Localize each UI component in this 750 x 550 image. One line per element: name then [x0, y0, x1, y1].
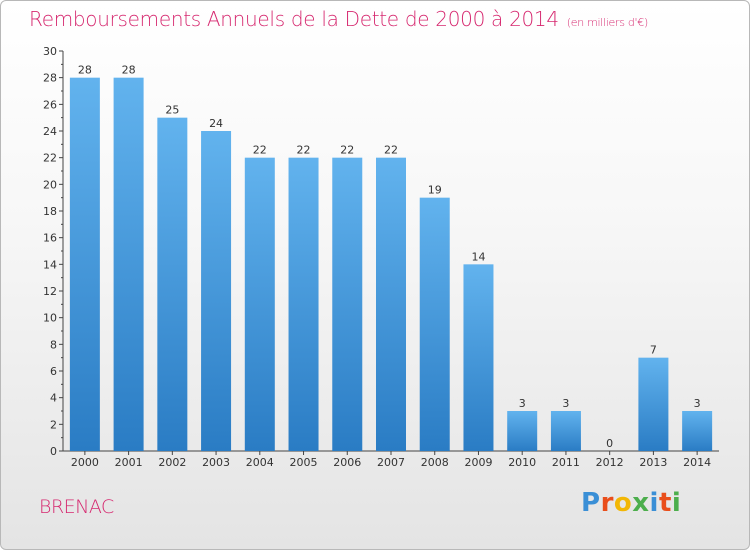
y-tick-label: 28 — [43, 72, 57, 85]
y-tick-label: 12 — [43, 285, 57, 298]
bar-2005 — [288, 157, 319, 451]
y-tick-label: 0 — [50, 445, 57, 458]
y-tick-label: 18 — [43, 205, 57, 218]
logo-letter: o — [613, 488, 633, 518]
data-label-2002: 25 — [165, 104, 179, 117]
x-tick-label: 2002 — [158, 456, 186, 469]
x-tick-label: 2014 — [683, 456, 711, 469]
proxiti-logo: Proxiti — [581, 488, 681, 518]
data-label-2014: 3 — [694, 397, 701, 410]
data-label-2004: 22 — [253, 144, 267, 157]
data-label-2013: 7 — [650, 344, 657, 357]
bar-2001 — [113, 77, 144, 452]
y-tick-label: 14 — [43, 258, 57, 271]
x-tick-label: 2007 — [377, 456, 405, 469]
y-tick-label: 22 — [43, 152, 57, 165]
x-tick-label: 2004 — [246, 456, 274, 469]
logo-letter: i — [671, 488, 682, 518]
bar-2011 — [550, 411, 581, 451]
y-tick-label: 16 — [43, 232, 57, 245]
x-tick-label: 2006 — [333, 456, 361, 469]
bar-2013 — [638, 357, 669, 451]
data-label-2009: 14 — [471, 250, 485, 263]
logo-letter: t — [658, 488, 672, 518]
x-tick-label: 2010 — [508, 456, 536, 469]
logo-letter: x — [632, 488, 650, 518]
bar-2009 — [463, 264, 494, 451]
bar-2007 — [376, 157, 406, 451]
x-tick-label: 2003 — [202, 456, 230, 469]
data-label-2012: 0 — [606, 437, 613, 450]
x-tick-label: 2000 — [71, 456, 99, 469]
data-label-2003: 24 — [209, 117, 223, 130]
bar-2004 — [244, 157, 275, 451]
bar-2006 — [332, 157, 363, 451]
data-label-2000: 28 — [78, 64, 92, 77]
logo-letter: i — [649, 488, 659, 518]
y-tick-label: 20 — [43, 178, 57, 191]
bars — [69, 77, 713, 452]
data-label-2007: 22 — [384, 144, 398, 157]
data-label-2010: 3 — [519, 397, 526, 410]
data-label-2005: 22 — [297, 144, 311, 157]
y-tick-label: 4 — [50, 392, 57, 405]
y-tick-label: 6 — [50, 365, 57, 378]
data-label-2011: 3 — [562, 397, 569, 410]
x-tick-label: 2013 — [639, 456, 667, 469]
bar-2003 — [201, 131, 232, 451]
logo-letter: P — [581, 488, 601, 518]
y-tick-label: 10 — [43, 312, 57, 325]
bar-2002 — [157, 117, 188, 452]
x-tick-label: 2011 — [552, 456, 580, 469]
y-tick-label: 30 — [43, 45, 57, 58]
bar-2008 — [419, 197, 450, 451]
y-tick-label: 24 — [43, 125, 57, 138]
x-tick-label: 2012 — [596, 456, 624, 469]
x-tick-label: 2001 — [115, 456, 143, 469]
title-text: Remboursements Annuels de la Dette de 20… — [29, 7, 559, 31]
y-tick-label: 26 — [43, 98, 57, 111]
bar-2000 — [69, 77, 100, 452]
x-tick-label: 2009 — [464, 456, 492, 469]
unit-label: (en milliers d'€) — [566, 16, 648, 29]
y-tick-label: 2 — [50, 418, 57, 431]
x-tick-label: 2005 — [290, 456, 318, 469]
x-tick-label: 2008 — [421, 456, 449, 469]
commune-name: BRENAC — [39, 496, 114, 518]
bar-2014 — [682, 411, 713, 451]
data-labels: 28 28 25 24 22 22 22 22 19 14 3 3 0 7 3 — [78, 64, 701, 450]
logo-letter: r — [600, 488, 614, 518]
data-label-2006: 22 — [340, 144, 354, 157]
y-tick-label: 8 — [50, 338, 57, 351]
bar-2010 — [507, 411, 538, 451]
chart-title: Remboursements Annuels de la Dette de 20… — [29, 7, 648, 31]
data-label-2008: 19 — [428, 184, 442, 197]
data-label-2001: 28 — [122, 64, 136, 77]
